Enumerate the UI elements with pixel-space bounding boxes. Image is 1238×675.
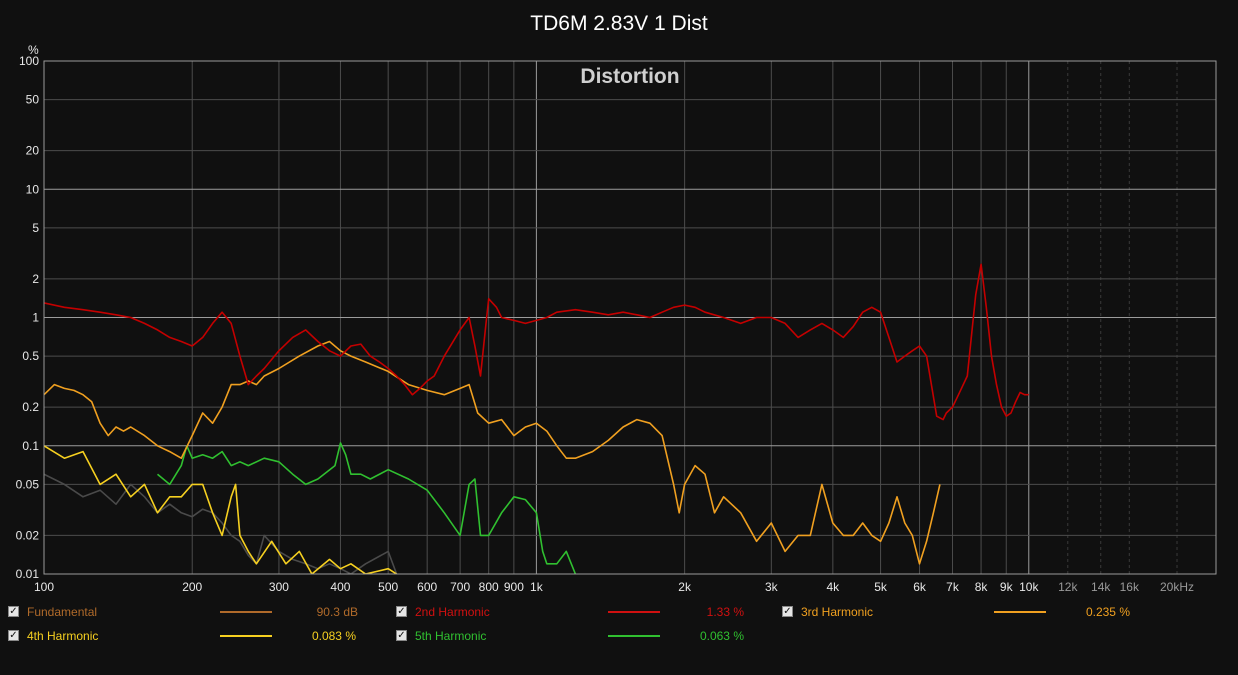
series-line-fundamental-trace: [44, 473, 398, 574]
y-tick-label: 100: [19, 54, 39, 68]
x-tick-label: 300: [269, 580, 289, 594]
x-tick-label: 7k: [946, 580, 960, 594]
x-tick-label: 6k: [913, 580, 927, 594]
legend-item-2nd-harmonic[interactable]: ✓ 2nd Harmonic 1.33 %: [396, 603, 776, 621]
legend-item-3rd-harmonic[interactable]: ✓ 3rd Harmonic 0.235 %: [782, 603, 1162, 621]
x-tick-label: 1k: [530, 580, 544, 594]
series-line-4th-harmonic: [44, 445, 398, 574]
legend-item-4th-harmonic[interactable]: ✓ 4th Harmonic 0.083 %: [8, 627, 388, 645]
plot-frame: [43, 60, 1217, 575]
x-tick-label: 16k: [1120, 580, 1140, 594]
series-line-3rd-harmonic: [44, 340, 941, 565]
legend-value: 90.3 dB: [316, 605, 358, 619]
y-tick-label: 0.01: [16, 567, 40, 581]
legend-value: 0.235 %: [1085, 605, 1130, 619]
series-line-5th-harmonic: [156, 442, 577, 574]
legend-item-fundamental[interactable]: ✓ Fundamental 90.3 dB: [8, 603, 388, 621]
series-line-2nd-harmonic: [44, 263, 1029, 421]
legend-checkbox-4th-harmonic[interactable]: ✓: [8, 630, 19, 641]
y-tick-label: 50: [26, 93, 40, 107]
y-tick-label: 1: [32, 311, 39, 325]
x-tick-label: 2k: [678, 580, 692, 594]
legend-checkbox-5th-harmonic[interactable]: ✓: [396, 630, 407, 641]
x-tick-label: 14k: [1091, 580, 1111, 594]
legend-checkbox-fundamental[interactable]: ✓: [8, 606, 19, 617]
x-tick-label: 20kHz: [1160, 580, 1194, 594]
x-tick-label: 9k: [1000, 580, 1014, 594]
x-tick-label: 4k: [826, 580, 840, 594]
legend-label: 5th Harmonic: [415, 629, 487, 643]
x-tick-label: 200: [182, 580, 202, 594]
x-tick-label: 12k: [1058, 580, 1078, 594]
legend-label: Fundamental: [27, 605, 98, 619]
legend-swatch: [994, 611, 1046, 613]
x-tick-label: 100: [34, 580, 54, 594]
legend-swatch: [220, 635, 272, 637]
y-tick-label: 20: [26, 144, 40, 158]
legend-item-5th-harmonic[interactable]: ✓ 5th Harmonic 0.063 %: [396, 627, 776, 645]
y-tick-label: 0.2: [22, 400, 39, 414]
legend-value: 0.063 %: [699, 629, 744, 643]
y-tick-label: 2: [32, 272, 39, 286]
chart-title: TD6M 2.83V 1 Dist: [530, 12, 708, 35]
y-tick-label: 5: [32, 221, 39, 235]
y-tick-label: 0.5: [22, 349, 39, 363]
distortion-chart: TD6M 2.83V 1 Dist % Distortion 100 200 300…: [16, 12, 1217, 594]
y-axis-ticks: 100 50 20 10 5 2 1 0.5 0.2 0.1 0.05 0.02 0.01: [16, 54, 40, 581]
x-tick-label: 800: [479, 580, 499, 594]
x-tick-label: 700: [450, 580, 470, 594]
x-axis-ticks: 100 200 300 400 500 600 700 800 900 1k 2k 3k 4k 5k 6k 7…: [34, 580, 1194, 594]
x-tick-label: 8k: [975, 580, 989, 594]
legend-checkbox-3rd-harmonic[interactable]: ✓: [782, 606, 793, 617]
legend-checkbox-2nd-harmonic[interactable]: ✓: [396, 606, 407, 617]
legend-swatch: [220, 611, 272, 613]
panel-label: Distortion: [580, 65, 679, 88]
y-tick-label: 0.05: [16, 477, 40, 491]
x-tick-label: 5k: [874, 580, 888, 594]
x-tick-label: 900: [504, 580, 524, 594]
x-tick-label: 600: [417, 580, 437, 594]
x-tick-label: 400: [330, 580, 350, 594]
y-tick-label: 0.1: [22, 439, 39, 453]
y-tick-label: 10: [26, 182, 40, 196]
grid: [43, 60, 1216, 575]
legend-value: 0.083 %: [311, 629, 356, 643]
x-tick-label: 500: [378, 580, 398, 594]
legend-swatch: [608, 635, 660, 637]
legend-value: 1.33 %: [706, 605, 744, 619]
x-tick-label: 3k: [765, 580, 779, 594]
legend-label: 3rd Harmonic: [801, 605, 874, 619]
legend-label: 2nd Harmonic: [415, 605, 490, 619]
y-axis-unit: %: [28, 43, 39, 57]
x-tick-label: 10k: [1019, 580, 1039, 594]
legend-swatch: [608, 611, 660, 613]
legend-label: 4th Harmonic: [27, 629, 99, 643]
plot-series: [44, 263, 1029, 574]
y-tick-label: 0.02: [16, 528, 40, 542]
